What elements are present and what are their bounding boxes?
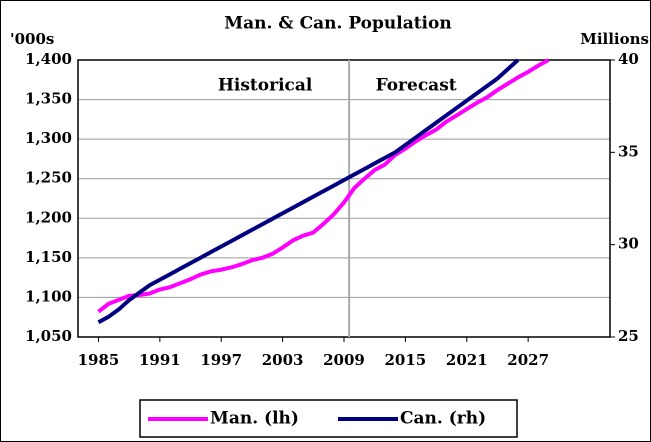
x-tick-label: 1985 — [78, 351, 120, 369]
legend-label: Can. (rh) — [400, 409, 486, 429]
y2-tick-label: 25 — [618, 327, 639, 345]
y-tick-label: 1,100 — [25, 287, 72, 305]
legend-label: Man. (lh) — [210, 409, 299, 429]
y-tick-label: 1,400 — [25, 50, 72, 68]
x-tick-label: 2027 — [507, 351, 549, 369]
y-tick-label: 1,150 — [25, 248, 72, 266]
annotation: Forecast — [376, 76, 457, 96]
y-axis-label: '000s — [10, 30, 54, 48]
annotation: Historical — [218, 76, 313, 96]
y-tick-label: 1,300 — [25, 129, 72, 147]
y2-tick-label: 40 — [618, 50, 639, 68]
plot-area — [77, 59, 611, 338]
chart-title: Man. & Can. Population — [224, 14, 451, 34]
y2-axis-label: Millions — [580, 30, 649, 48]
y2-tick-label: 30 — [618, 235, 639, 253]
x-tick-label: 2003 — [262, 351, 304, 369]
y-tick-label: 1,350 — [25, 90, 72, 108]
y2-tick-label: 35 — [618, 142, 639, 160]
y-tick-label: 1,050 — [25, 327, 72, 345]
x-tick-label: 2021 — [446, 351, 488, 369]
y-tick-label: 1,250 — [25, 169, 72, 187]
series-line — [97, 58, 550, 314]
x-tick-label: 2015 — [385, 351, 427, 369]
y-tick-label: 1,200 — [25, 208, 72, 226]
x-tick-label: 1991 — [139, 351, 181, 369]
x-tick-label: 1997 — [200, 351, 242, 369]
x-tick-label: 2009 — [323, 351, 365, 369]
series-line — [97, 58, 520, 324]
